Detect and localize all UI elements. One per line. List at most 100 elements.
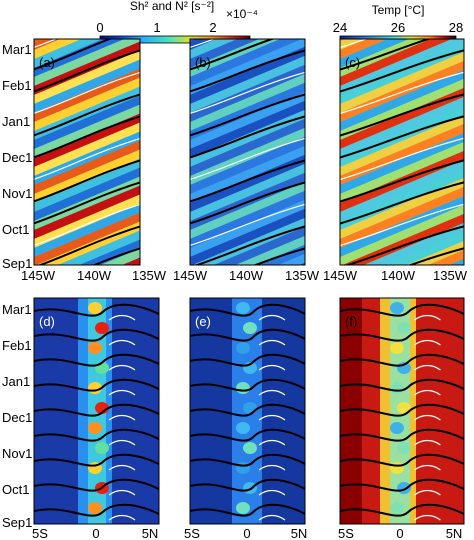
x-tick-0-d: 0 xyxy=(92,526,99,540)
panel-a-band xyxy=(79,239,140,265)
panel-d-maximum xyxy=(95,442,109,454)
colorbar-left-tick-1: 1 xyxy=(153,20,160,35)
panel-e-maximum xyxy=(243,482,257,494)
panel-c-band xyxy=(340,186,464,248)
panel-b-band xyxy=(190,39,302,86)
panel-c-contour xyxy=(340,49,464,93)
y-tick-nov1-bottom: Nov1 xyxy=(2,446,32,461)
x-tick-145w-a: 145W xyxy=(21,268,56,283)
panel-a-band xyxy=(34,185,140,239)
x-tick-5n-f: 5N xyxy=(446,526,463,540)
panel-a-band xyxy=(34,0,140,14)
panel-b-band xyxy=(190,91,305,149)
panel-c-band xyxy=(406,240,464,265)
y-tick-dec1-bottom: Dec1 xyxy=(2,410,32,425)
panel-c-band xyxy=(340,69,464,131)
panel-b-band xyxy=(190,39,217,50)
panel-d-maximum xyxy=(88,302,102,314)
x-tick-5n-e: 5N xyxy=(291,526,308,540)
panel-c-band xyxy=(340,51,464,113)
panel-c-band xyxy=(340,42,464,104)
y-tick-dec1-top: Dec1 xyxy=(2,150,32,165)
panel-e-maximum xyxy=(236,422,250,434)
colorbar-left-title: Sh² and N² [s⁻²] xyxy=(130,0,214,13)
y-tick-jan1-top: Jan1 xyxy=(2,114,30,129)
panel-e-maximum xyxy=(243,322,257,334)
panel-c: (c) xyxy=(339,38,465,266)
x-axis-bottom-row: 5S 0 5N 5S 0 5N 5S 0 5N xyxy=(32,526,462,540)
colorbar-right-title: Temp [°C] xyxy=(372,3,425,17)
panel-b-band xyxy=(190,55,305,113)
panel-a-band xyxy=(34,104,140,158)
panel-c-contour xyxy=(340,181,464,225)
panel-b-band xyxy=(190,181,305,239)
panel-f-contour xyxy=(414,414,441,421)
panel-b-band xyxy=(190,64,305,122)
panel-d-contour xyxy=(34,478,159,492)
panel-a-contour xyxy=(34,71,140,114)
panel-c-band xyxy=(340,195,464,257)
panel-a-contour xyxy=(34,39,113,71)
panel-d-contour xyxy=(34,378,159,392)
panel-c-band xyxy=(385,231,464,265)
panel-e-contour xyxy=(258,314,286,321)
panel-f-contour xyxy=(340,428,464,442)
panel-e-contour xyxy=(190,403,305,417)
panel-e-contour xyxy=(258,389,286,396)
panel-b-band xyxy=(190,100,305,158)
panel-b-band xyxy=(190,163,305,221)
panel-e-contour xyxy=(258,339,286,346)
panel-e-contour xyxy=(258,514,286,521)
y-tick-mar1-bottom: Mar1 xyxy=(2,302,32,317)
panel-b-contour xyxy=(190,137,305,181)
panel-a-band xyxy=(34,176,140,230)
panel-a-contour xyxy=(34,115,140,159)
x-tick-5n-d: 5N xyxy=(142,526,159,540)
panel-e-contour xyxy=(190,353,305,367)
panel-e-contour xyxy=(190,328,305,342)
panel-e: (e) xyxy=(189,297,306,525)
panel-f-contour xyxy=(340,378,464,392)
panel-c-contour xyxy=(340,203,464,247)
x-axis-top-row: 145W 140W 135W 145W 140W 135W 145W 140W … xyxy=(21,268,468,283)
panel-e-contour xyxy=(258,414,286,421)
panel-f-contour xyxy=(340,303,464,317)
panel-a-band xyxy=(34,0,140,23)
panel-d-maximum xyxy=(95,322,109,334)
colorbar-shear-n2: Sh² and N² [s⁻²] ×10⁻⁴ 0 1 2 xyxy=(96,0,258,44)
y-tick-jan1-bottom: Jan1 xyxy=(2,374,30,389)
panel-c-band xyxy=(340,39,452,86)
panel-a-band xyxy=(34,39,39,41)
panel-e-maximum xyxy=(236,302,250,314)
panel-c-band xyxy=(340,159,464,221)
panel-e-maximum xyxy=(243,402,257,414)
panel-d-contour xyxy=(108,414,136,421)
colorbar-right-tick-0: 24 xyxy=(333,20,347,35)
panel-e-contour xyxy=(258,364,286,371)
panel-a-band xyxy=(34,167,140,221)
x-tick-145w-c: 145W xyxy=(323,268,358,283)
panel-e-contour xyxy=(190,378,305,392)
panel-d-maximum xyxy=(95,402,109,414)
colorbar-left-tick-0: 0 xyxy=(96,20,103,35)
panel-a-band xyxy=(34,113,140,167)
panel-d-contour xyxy=(34,403,159,417)
panel-f-maximum xyxy=(390,422,404,434)
panel-a-contour xyxy=(34,49,140,93)
panel-c-contour xyxy=(340,93,464,137)
panel-e-contour xyxy=(258,489,286,496)
panel-c-contour xyxy=(340,137,464,181)
y-tick-oct1-top: Oct1 xyxy=(2,222,29,237)
panel-f-contour xyxy=(340,403,464,417)
panel-f-contour xyxy=(414,364,441,371)
panel-b-contour xyxy=(190,159,305,203)
panel-b-contour xyxy=(190,39,275,71)
panel-b-frame xyxy=(189,38,306,266)
panel-d-contour xyxy=(34,453,159,467)
panel-e-contour xyxy=(258,464,286,471)
panel-b-band xyxy=(190,73,305,131)
panel-c-contour xyxy=(340,39,432,71)
panel-d-label: (d) xyxy=(39,314,55,329)
panel-c-band xyxy=(449,258,464,265)
